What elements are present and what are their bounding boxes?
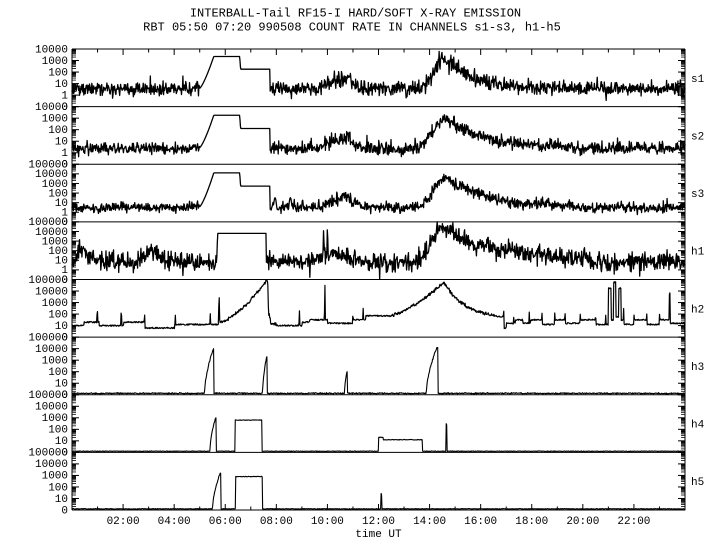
svg-text:RBT 05:50 07:20 990508 COUNT: RBT 05:50 07:20 990508 COUNT RATE IN CHA… [143,21,561,35]
svg-text:0: 0 [61,505,68,517]
svg-text:02:00: 02:00 [107,516,140,528]
svg-text:18:00: 18:00 [515,516,548,528]
svg-text:16:00: 16:00 [464,516,497,528]
svg-text:22:00: 22:00 [617,516,650,528]
svg-text:100: 100 [48,125,68,137]
svg-text:10: 10 [55,379,68,391]
svg-text:1: 1 [61,90,68,102]
svg-text:10: 10 [55,79,68,91]
svg-text:10000: 10000 [35,459,68,471]
svg-text:10: 10 [55,494,68,506]
svg-text:14:00: 14:00 [413,516,446,528]
svg-text:04:00: 04:00 [158,516,191,528]
svg-text:06:00: 06:00 [209,516,242,528]
svg-text:100: 100 [48,367,68,379]
svg-text:s3: s3 [691,189,704,201]
svg-text:100000: 100000 [28,332,68,344]
svg-text:s1: s1 [691,74,705,86]
svg-text:100: 100 [48,309,68,321]
svg-text:100000: 100000 [28,275,68,287]
svg-text:10000: 10000 [35,102,68,114]
svg-text:10000: 10000 [35,44,68,56]
svg-text:100: 100 [48,482,68,494]
svg-text:h4: h4 [691,420,705,432]
svg-text:12:00: 12:00 [362,516,395,528]
svg-text:10000: 10000 [35,344,68,356]
svg-text:10: 10 [55,436,68,448]
svg-text:INTERBALL-Tail RF15-I HARD/SOF: INTERBALL-Tail RF15-I HARD/SOFT X-RAY EM… [190,7,521,21]
svg-text:08:00: 08:00 [260,516,293,528]
svg-text:h3: h3 [691,362,704,374]
svg-text:1000: 1000 [42,355,68,367]
svg-text:1000: 1000 [42,113,68,125]
svg-text:1000: 1000 [42,298,68,310]
svg-text:100: 100 [48,67,68,79]
svg-text:20:00: 20:00 [566,516,599,528]
svg-text:100000: 100000 [28,448,68,460]
svg-text:100000: 100000 [28,390,68,402]
svg-text:10:00: 10:00 [311,516,344,528]
svg-text:h5: h5 [691,477,704,489]
svg-text:10: 10 [55,321,68,333]
svg-text:s2: s2 [691,131,704,143]
svg-text:10: 10 [55,137,68,149]
svg-text:h2: h2 [691,304,704,316]
svg-text:10000: 10000 [35,286,68,298]
svg-text:h1: h1 [691,247,705,259]
svg-text:time UT: time UT [355,529,402,541]
svg-text:1000: 1000 [42,471,68,483]
svg-text:1000: 1000 [42,413,68,425]
svg-text:100: 100 [48,425,68,437]
svg-text:1000: 1000 [42,56,68,68]
svg-text:1: 1 [61,148,68,160]
svg-text:10000: 10000 [35,402,68,414]
